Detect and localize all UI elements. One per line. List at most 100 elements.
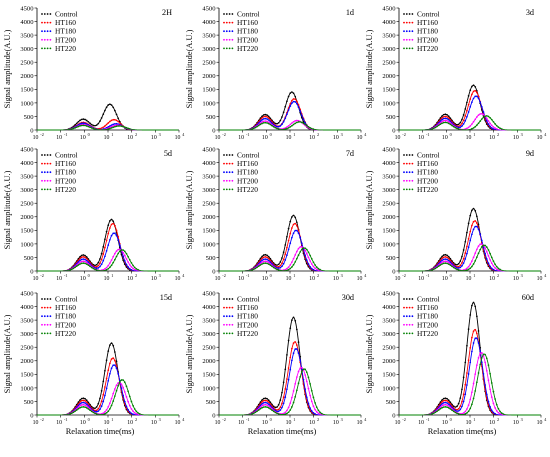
legend-entry: HT180: [41, 312, 76, 321]
y-tick-label: 4000: [202, 19, 216, 26]
data-point: [477, 330, 480, 332]
data-point: [122, 125, 124, 128]
series-line: [399, 220, 541, 272]
data-point: [294, 222, 297, 225]
x-tick-exponent: 3: [521, 417, 523, 422]
data-point: [314, 264, 316, 266]
data-point: [102, 393, 105, 396]
data-point: [294, 319, 297, 322]
series-line: [219, 121, 361, 131]
data-point: [72, 127, 75, 130]
data-point: [125, 258, 128, 260]
data-point: [82, 256, 85, 258]
data-point: [296, 221, 298, 224]
data-point: [92, 411, 95, 414]
data-point: [99, 404, 101, 407]
legend-label: HT200: [55, 35, 76, 44]
legend-label: HT160: [55, 18, 76, 27]
data-point: [115, 255, 118, 258]
data-point: [482, 353, 485, 356]
data-point: [109, 127, 111, 130]
legend-marker: [46, 13, 49, 15]
data-point: [495, 410, 498, 412]
legend-marker: [223, 162, 225, 165]
panel-60d: 05001000150020002500300035004000450010-2…: [365, 290, 547, 436]
data-point: [467, 103, 470, 106]
data-point: [261, 255, 263, 258]
legend-marker: [225, 323, 228, 326]
data-point: [484, 115, 486, 118]
data-point: [446, 400, 448, 402]
data-point: [269, 120, 272, 123]
data-point: [117, 252, 120, 255]
x-tick-exponent: 0: [270, 132, 272, 137]
data-point: [104, 386, 106, 388]
data-point: [87, 403, 90, 405]
data-point: [84, 124, 86, 127]
y-tick-label: 1500: [202, 372, 216, 379]
data-point: [110, 259, 113, 261]
data-point: [128, 411, 131, 413]
data-point: [266, 258, 268, 261]
data-point: [282, 402, 285, 405]
data-point: [444, 403, 447, 406]
data-point: [102, 245, 105, 248]
series-HT220: [399, 115, 541, 131]
data-point: [467, 126, 470, 129]
data-point: [82, 406, 85, 408]
series-Control: [37, 342, 179, 416]
legend-marker: [231, 13, 234, 15]
data-point: [441, 404, 443, 407]
data-point: [115, 234, 118, 237]
data-point: [87, 404, 90, 407]
legend-marker: [223, 171, 225, 174]
legend-marker: [405, 306, 408, 309]
data-point: [264, 256, 267, 258]
data-point: [114, 252, 116, 255]
data-point: [482, 244, 485, 247]
data-point: [104, 369, 106, 372]
data-point: [456, 412, 458, 415]
data-point: [467, 111, 470, 113]
series-HT220: [37, 379, 179, 416]
legend-marker: [49, 306, 52, 309]
data-point: [105, 411, 108, 414]
x-tick-label: 10: [309, 420, 315, 426]
x-tick-exponent: -2: [402, 132, 406, 137]
data-point: [302, 120, 305, 123]
data-point: [477, 245, 480, 248]
data-point: [130, 400, 133, 403]
data-point: [449, 401, 452, 404]
data-point: [485, 370, 488, 372]
data-point: [251, 413, 253, 415]
data-point: [89, 122, 91, 125]
data-point: [464, 240, 467, 243]
data-point: [118, 248, 121, 251]
data-point: [102, 412, 105, 414]
data-point: [456, 408, 458, 411]
data-point: [441, 118, 443, 121]
data-point: [85, 403, 88, 405]
legend-label: HT160: [237, 18, 258, 27]
series-HT220: [219, 368, 361, 416]
data-point: [267, 257, 270, 260]
data-point: [310, 389, 313, 392]
data-point: [444, 119, 447, 122]
data-point: [464, 252, 467, 254]
data-point: [476, 215, 478, 218]
y-tick-label: 4000: [382, 160, 396, 167]
data-point: [456, 410, 458, 413]
legend-marker: [403, 171, 405, 174]
data-point: [104, 411, 106, 413]
data-point: [266, 122, 268, 124]
data-point: [104, 246, 106, 249]
y-tick-label: 4500: [20, 146, 34, 153]
panel-5d: 05001000150020002500300035004000450010-2…: [3, 146, 185, 282]
legend-label: HT220: [417, 185, 438, 194]
data-point: [110, 223, 113, 226]
data-point: [105, 106, 108, 109]
data-point: [282, 120, 285, 123]
data-point: [104, 394, 106, 397]
data-point: [107, 104, 110, 106]
data-point: [114, 232, 116, 235]
